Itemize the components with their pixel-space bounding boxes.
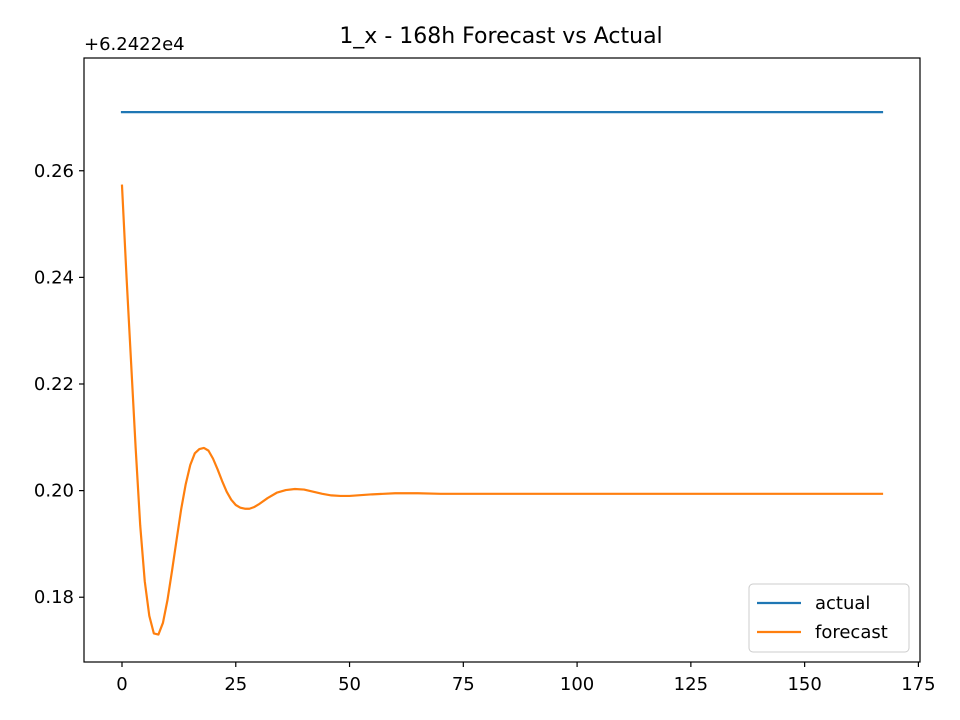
x-tick-label: 0 xyxy=(116,674,127,695)
x-tick-label: 75 xyxy=(452,674,475,695)
plot-lines xyxy=(120,111,884,636)
x-tick-label: 150 xyxy=(787,674,821,695)
y-tick-label: 0.20 xyxy=(34,481,74,502)
series-line-forecast xyxy=(120,184,884,636)
legend-box xyxy=(748,583,910,653)
chart-title: 1_x - 168h Forecast vs Actual xyxy=(339,24,662,49)
x-tick-label: 25 xyxy=(224,674,247,695)
y-tick-label: 0.22 xyxy=(34,374,74,395)
legend-label-forecast: forecast xyxy=(815,622,888,643)
y-tick-label: 0.26 xyxy=(34,161,74,182)
y-tick-label: 0.24 xyxy=(34,267,74,288)
legend-label-actual: actual xyxy=(815,593,870,614)
y-tick-label: 0.18 xyxy=(34,587,74,608)
x-tick-label: 175 xyxy=(901,674,935,695)
x-tick-label: 125 xyxy=(674,674,708,695)
y-offset-label: +6.2422e4 xyxy=(84,34,185,55)
x-tick-label: 100 xyxy=(560,674,594,695)
x-axis: 0 25 50 75 100 125 150 175 xyxy=(116,662,936,695)
legend: actual forecast xyxy=(748,583,910,653)
x-tick-label: 50 xyxy=(338,674,361,695)
plot-frame xyxy=(83,57,921,663)
y-axis: 0.18 0.20 0.22 0.24 0.26 xyxy=(34,161,84,608)
